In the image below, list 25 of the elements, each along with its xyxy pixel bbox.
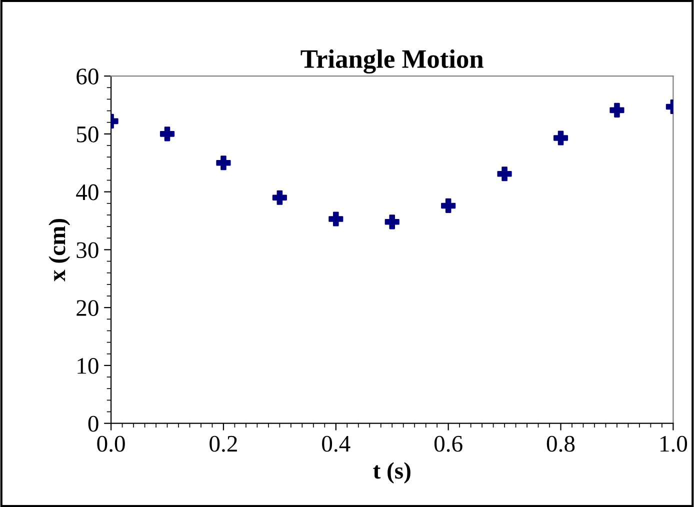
x-axis-title: t (s) xyxy=(373,462,410,484)
x-tick-label: 0.8 xyxy=(546,436,575,452)
point xyxy=(328,212,344,226)
x-tick-label: 0.6 xyxy=(434,436,462,452)
y-tick-label: 50 xyxy=(76,126,98,142)
y-tick-label: 40 xyxy=(76,184,98,200)
y-tick-label: 20 xyxy=(76,300,98,316)
x-tick-label: 0.4 xyxy=(322,436,350,452)
y-tick-label: 0 xyxy=(88,416,98,432)
y-tick-label: 60 xyxy=(76,68,98,84)
point xyxy=(441,198,456,213)
y-tick-label: 10 xyxy=(78,358,98,374)
y-axis-title: x (cm) xyxy=(48,218,70,282)
point xyxy=(497,166,512,182)
y-tick-label: 30 xyxy=(76,242,98,258)
x-tick-label: 1.0 xyxy=(660,436,688,452)
point xyxy=(384,214,400,230)
x-tick-label: 0.2 xyxy=(210,436,237,452)
x-tick-label: 0.0 xyxy=(97,436,125,452)
point xyxy=(216,156,231,170)
chart-title: Triangle Motion xyxy=(300,49,484,74)
point xyxy=(553,130,568,146)
point xyxy=(272,190,287,205)
point xyxy=(160,126,175,142)
point xyxy=(610,102,624,118)
